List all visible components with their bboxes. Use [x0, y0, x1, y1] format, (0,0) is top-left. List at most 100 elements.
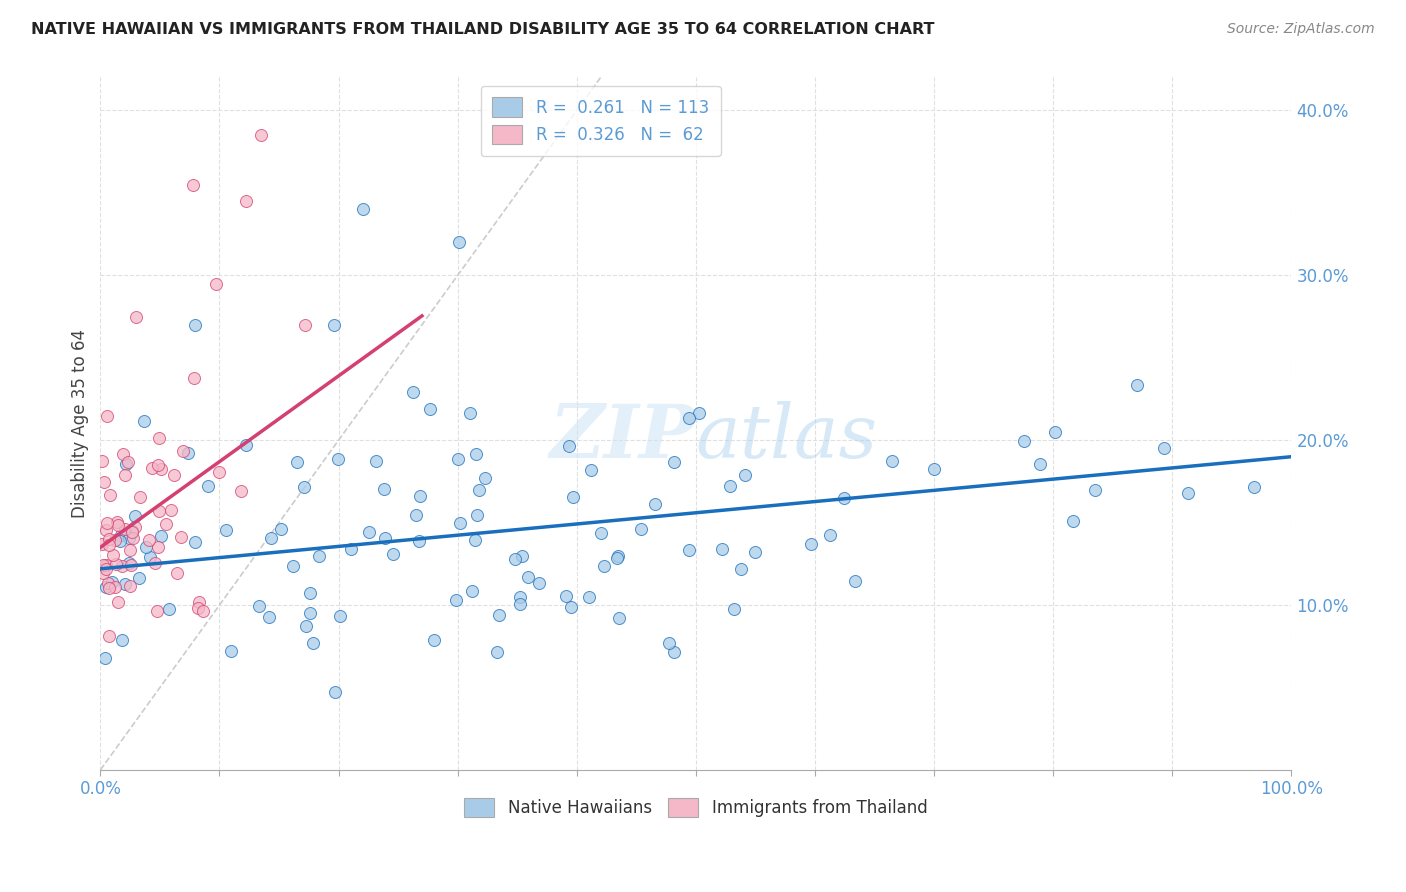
Point	[294, 318, 316, 332]
Legend: Native Hawaiians, Immigrants from Thailand: Native Hawaiians, Immigrants from Thaila…	[457, 791, 934, 824]
Point	[98, 629, 121, 643]
Point	[664, 644, 686, 658]
Point	[281, 558, 304, 573]
Point	[148, 504, 170, 518]
Point	[579, 463, 602, 477]
Point	[294, 619, 316, 633]
Point	[924, 461, 946, 475]
Point	[170, 530, 193, 544]
Point	[183, 371, 205, 385]
Point	[359, 525, 381, 540]
Point	[558, 439, 581, 453]
Point	[121, 524, 143, 538]
Point	[1177, 486, 1199, 500]
Point	[215, 524, 238, 538]
Point	[172, 443, 194, 458]
Point	[1012, 434, 1035, 449]
Point	[247, 599, 270, 613]
Point	[138, 533, 160, 548]
Point	[235, 194, 257, 208]
Point	[509, 591, 531, 605]
Point	[373, 482, 395, 496]
Point	[134, 414, 156, 428]
Point	[658, 636, 681, 650]
Point	[104, 557, 127, 571]
Point	[91, 566, 114, 580]
Point	[1153, 442, 1175, 456]
Point	[474, 470, 496, 484]
Point	[461, 583, 484, 598]
Point	[118, 556, 141, 570]
Point	[128, 571, 150, 585]
Point	[94, 523, 117, 537]
Text: NATIVE HAWAIIAN VS IMMIGRANTS FROM THAILAND DISABILITY AGE 35 TO 64 CORRELATION : NATIVE HAWAIIAN VS IMMIGRANTS FROM THAIL…	[31, 22, 935, 37]
Point	[589, 525, 612, 540]
Point	[121, 524, 143, 539]
Point	[468, 483, 491, 497]
Point	[329, 609, 352, 624]
Point	[834, 491, 856, 505]
Point	[181, 178, 204, 192]
Point	[340, 542, 363, 557]
Point	[145, 604, 167, 618]
Point	[449, 516, 471, 530]
Point	[104, 580, 127, 594]
Point	[235, 438, 257, 452]
Point	[96, 516, 118, 530]
Point	[449, 235, 471, 250]
Point	[510, 549, 533, 563]
Point	[146, 458, 169, 472]
Point	[114, 522, 136, 536]
Point	[101, 548, 124, 562]
Point	[118, 542, 141, 557]
Point	[93, 475, 115, 489]
Point	[219, 643, 242, 657]
Point	[100, 575, 122, 590]
Point	[135, 540, 157, 554]
Point	[260, 531, 283, 545]
Point	[177, 446, 200, 460]
Point	[193, 604, 215, 618]
Point	[688, 406, 710, 420]
Point	[447, 452, 470, 467]
Point	[124, 508, 146, 523]
Point	[150, 529, 173, 543]
Point	[678, 411, 700, 425]
Point	[1028, 457, 1050, 471]
Point	[250, 128, 273, 143]
Point	[98, 581, 121, 595]
Point	[90, 537, 112, 551]
Point	[458, 406, 481, 420]
Point	[148, 432, 170, 446]
Point	[94, 581, 117, 595]
Point	[287, 455, 309, 469]
Point	[270, 523, 292, 537]
Point	[382, 547, 405, 561]
Point	[323, 684, 346, 698]
Point	[730, 562, 752, 576]
Point	[91, 454, 114, 468]
Point	[94, 651, 117, 665]
Point	[509, 597, 531, 611]
Point	[107, 518, 129, 533]
Point	[818, 528, 841, 542]
Point	[664, 454, 686, 468]
Point	[114, 468, 136, 483]
Point	[129, 490, 152, 504]
Point	[630, 522, 652, 536]
Point	[148, 540, 170, 554]
Point	[352, 202, 374, 217]
Point	[118, 531, 141, 545]
Point	[465, 508, 488, 523]
Point	[402, 384, 425, 399]
Point	[560, 599, 582, 614]
Point	[744, 545, 766, 559]
Point	[229, 484, 252, 499]
Point	[160, 503, 183, 517]
Point	[1045, 425, 1067, 440]
Point	[423, 633, 446, 648]
Point	[111, 559, 134, 574]
Point	[374, 531, 396, 545]
Point	[108, 533, 131, 548]
Point	[155, 516, 177, 531]
